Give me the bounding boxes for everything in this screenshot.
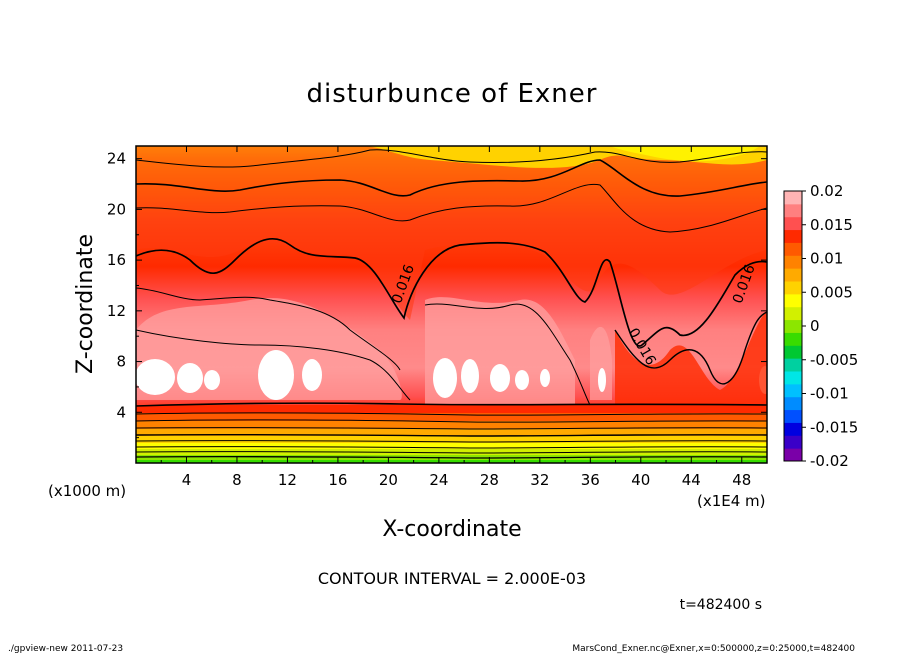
colorbar-swatch	[784, 203, 802, 218]
pink-zone-right	[590, 326, 612, 400]
y-tick-label: 4	[116, 403, 126, 421]
colorbar-swatch	[784, 435, 802, 449]
y-unit-label: (x1000 m)	[48, 482, 126, 500]
x-tick-label: 20	[379, 471, 398, 489]
y-axis-label: Z-coordinate	[73, 234, 98, 374]
y-tick-label: 16	[107, 251, 126, 269]
colorbar-tick-label: -0.015	[810, 418, 858, 436]
colorbar-tick-label: -0.01	[810, 385, 849, 403]
yellow-top-band	[136, 146, 767, 168]
colorbar-swatch	[784, 332, 802, 346]
y-tick-label: 8	[116, 353, 126, 371]
x-tick-label: 12	[278, 471, 297, 489]
x-tick-label: 36	[581, 471, 600, 489]
red-upper-band	[136, 146, 767, 320]
x-tick-label: 28	[480, 471, 499, 489]
plot-area	[136, 146, 767, 463]
x-tick-label: 44	[682, 471, 701, 489]
colorbar-swatch	[784, 448, 802, 462]
colorbar-swatch	[784, 229, 802, 243]
x-tick-label: 8	[232, 471, 242, 489]
colorbar-swatch	[784, 268, 802, 282]
colorbar-swatch	[784, 422, 802, 436]
yellow-top-right	[610, 146, 760, 162]
contour-interval-text: CONTOUR INTERVAL = 2.000E-03	[318, 569, 586, 588]
colorbar: 0.02 0.015 0.01 0.005 0 -0.005 -0.01 -0.015 -0.0…	[783, 182, 858, 470]
colorbar-swatch	[784, 216, 802, 231]
chart-title: disturbunce of Exner	[307, 79, 598, 109]
y-axis-ticks: 4 8 12 16 20 24	[107, 150, 767, 439]
colorbar-tick-label: 0	[810, 317, 820, 335]
y-tick-label: 12	[107, 302, 126, 320]
x-tick-label: 24	[429, 471, 448, 489]
x-axis-label: X-coordinate	[382, 517, 521, 542]
footer-left: ./gpview-new 2011-07-23	[8, 644, 123, 654]
x-axis-ticks: 4 8 12 16 20 24 28 32 36 40 44 48	[160, 146, 751, 489]
colorbar-tick-label: -0.005	[810, 351, 858, 369]
white-regions	[136, 350, 767, 400]
colorbar-swatch	[784, 319, 802, 333]
x-tick-label: 32	[530, 471, 549, 489]
colorbar-swatch	[784, 396, 802, 411]
red-right-lower	[615, 310, 767, 410]
footer-right: MarsCond_Exner.nc@Exner,x=0:500000,z=0:2…	[572, 644, 855, 654]
colorbar-swatch	[784, 191, 802, 205]
colorbar-swatch	[784, 409, 802, 423]
x-tick-label: 48	[732, 471, 751, 489]
y-tick-label: 20	[107, 200, 126, 218]
x-unit-label: (x1E4 m)	[697, 492, 766, 510]
colorbar-swatch	[784, 371, 802, 385]
x-tick-label: 40	[631, 471, 650, 489]
colorbar-tick-label: 0.01	[810, 250, 843, 268]
colorbar-tick-label: -0.02	[810, 452, 849, 470]
colorbar-swatch	[784, 306, 802, 321]
colorbar-swatch	[784, 281, 802, 295]
colorbar-swatch	[784, 345, 802, 359]
colorbar-swatch	[784, 358, 802, 372]
plot-frame	[135, 145, 768, 464]
x-tick-label: 4	[182, 471, 192, 489]
x-tick-label: 16	[328, 471, 347, 489]
y-tick-label: 24	[107, 150, 126, 168]
colorbar-tick-label: 0.005	[810, 283, 853, 301]
colorbar-tick-label: 0.015	[810, 216, 853, 234]
colorbar-swatch	[784, 255, 802, 269]
colorbar-swatch	[784, 242, 802, 256]
contour-lines	[136, 149, 767, 459]
colorbar-swatch	[784, 293, 802, 308]
colorbar-tick-label: 0.02	[810, 182, 843, 200]
colorbar-swatch	[784, 383, 802, 398]
time-label: t=482400 s	[680, 597, 762, 613]
